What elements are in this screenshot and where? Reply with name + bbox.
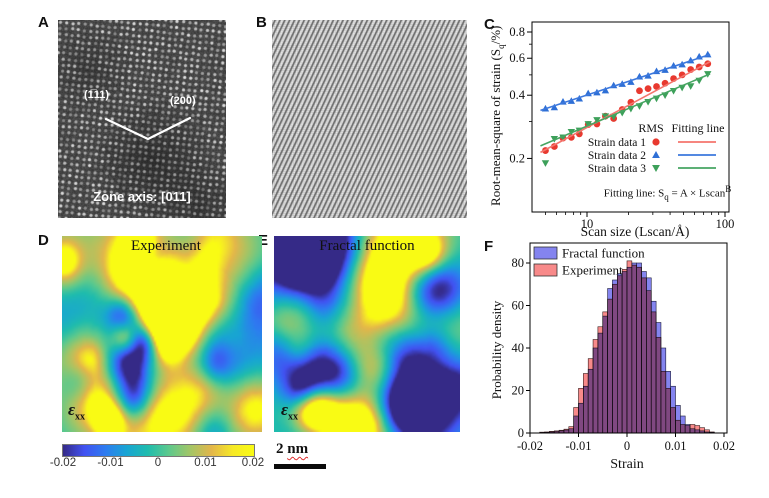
chart-f-y-axis-label: Probability density [489, 300, 504, 400]
scale-bar [274, 464, 326, 469]
scale-bar-label: 2 nm [276, 441, 308, 458]
plane-label-111: (1̅11) [84, 89, 110, 101]
svg-text:0: 0 [624, 439, 630, 453]
eq-mid: = A × Lscan [668, 187, 726, 200]
svg-text:80: 80 [512, 256, 525, 270]
svg-text:Fitting line: Fitting line [671, 121, 724, 135]
svg-text:0: 0 [518, 426, 524, 440]
svg-text:-0.01: -0.01 [565, 439, 591, 453]
colorbar-tick-neg001: -0.01 [97, 457, 124, 469]
colorbar-tick-001: 0.01 [194, 457, 217, 469]
svg-text:60: 60 [512, 299, 525, 313]
lattice-fringe-image [272, 20, 467, 218]
epsilon-d: ε [68, 400, 75, 419]
svg-text:0.01: 0.01 [665, 439, 687, 453]
panel-label-e: E [258, 232, 269, 249]
scale-bar-unit: nm [287, 441, 309, 457]
chart-f-x-axis-label: Strain [610, 457, 644, 472]
svg-text:0.8: 0.8 [509, 25, 525, 39]
svg-text:0.2: 0.2 [509, 151, 525, 165]
chart-c-x-axis-label: Scan size (Lscan/Å) [580, 224, 690, 239]
svg-text:Fractal function: Fractal function [562, 246, 645, 261]
epsilon-xx-label-d: εxx [68, 400, 85, 422]
y-label-prefix: Root-mean-square of strain (S [488, 48, 504, 206]
zone-axis-label: Zone axis: [011] [93, 189, 191, 204]
panel-label-a: A [38, 14, 49, 31]
scale-bar-value: 2 [276, 441, 284, 457]
panel-e-title: Fractal function [319, 238, 415, 254]
svg-text:RMS: RMS [638, 121, 663, 135]
svg-text:0.4: 0.4 [509, 88, 525, 102]
eq-sub: q [664, 191, 669, 202]
svg-text:-0.02: -0.02 [517, 439, 543, 453]
epsilon-sub-d: xx [74, 411, 85, 423]
epsilon-xx-label-e: εxx [281, 400, 298, 422]
colorbar-tick-labels: -0.02 -0.01 0 0.01 0.02 [40, 457, 276, 469]
epsilon-e: ε [281, 400, 288, 419]
colorbar-tick-zero: 0 [154, 457, 162, 469]
experiment-strain-map [62, 236, 262, 432]
chart-c-y-axis-label: Root-mean-square of strain (Sq/%) [488, 6, 506, 226]
y-label-sub: q [495, 44, 506, 49]
fitting-equation: Fitting line: Sq = A × LscanB [570, 184, 765, 202]
panel-label-b: B [256, 14, 267, 31]
svg-text:0.6: 0.6 [509, 51, 525, 65]
strain-colorbar [62, 444, 255, 457]
eq-prefix: Fitting line: S [603, 187, 665, 200]
epsilon-sub-e: xx [287, 411, 298, 423]
colorbar-tick-002: 0.02 [241, 457, 265, 469]
svg-text:Strain data 3: Strain data 3 [588, 163, 646, 175]
fractal-strain-map [274, 236, 460, 432]
colorbar-tick-neg002: -0.02 [49, 457, 77, 469]
eq-sup: B [725, 184, 732, 194]
svg-text:Experiment: Experiment [562, 263, 623, 278]
svg-text:20: 20 [512, 384, 525, 398]
plane-label-200: (200) [170, 95, 196, 107]
panel-label-c: C [484, 16, 495, 33]
panel-d-title: Experiment [131, 238, 201, 254]
svg-text:40: 40 [512, 341, 525, 355]
y-label-suffix: /%) [488, 25, 504, 45]
panel-label-f: F [484, 238, 494, 255]
svg-text:Strain data 1: Strain data 1 [588, 137, 646, 149]
svg-text:0.02: 0.02 [713, 439, 735, 453]
svg-text:Strain data 2: Strain data 2 [588, 150, 646, 162]
panel-label-d: D [38, 232, 49, 249]
